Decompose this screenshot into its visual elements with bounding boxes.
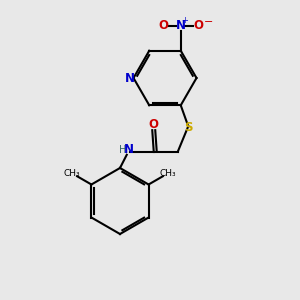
Text: O: O — [149, 118, 159, 131]
Text: N: N — [124, 143, 134, 157]
Text: CH₃: CH₃ — [64, 169, 80, 178]
Text: N: N — [176, 19, 186, 32]
Text: CH₃: CH₃ — [160, 169, 176, 178]
Text: +: + — [181, 16, 188, 25]
Text: N: N — [125, 71, 135, 85]
Text: S: S — [184, 121, 193, 134]
Text: −: − — [204, 17, 214, 27]
Text: O: O — [159, 19, 169, 32]
Text: O: O — [194, 19, 204, 32]
Text: H: H — [119, 145, 127, 155]
